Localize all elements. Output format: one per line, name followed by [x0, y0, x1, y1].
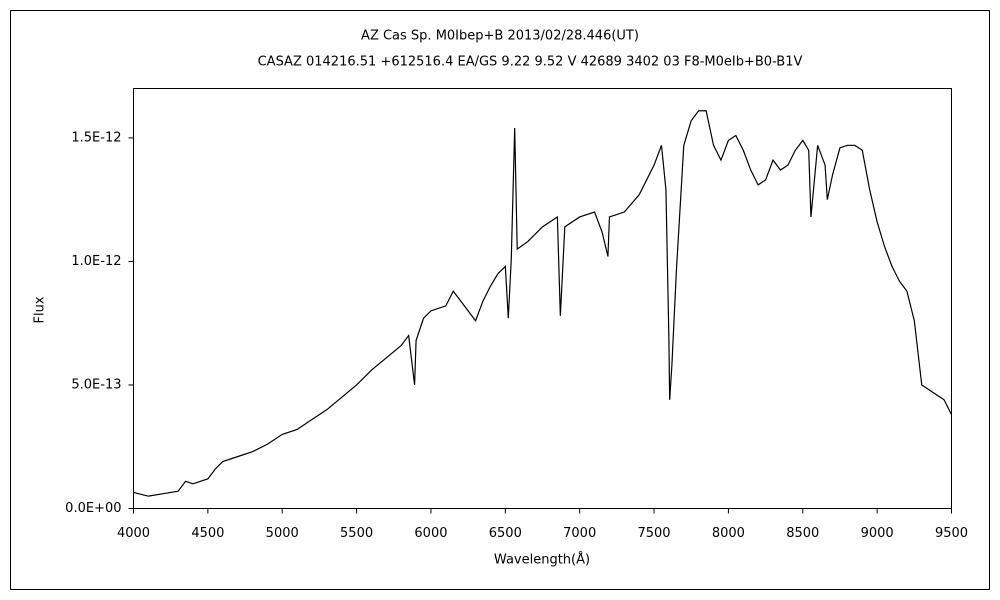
x-tick-label: 7500: [637, 526, 670, 541]
y-tick-label: 0.0E+00: [65, 501, 121, 516]
x-tick-label: 8500: [786, 526, 819, 541]
x-axis-label: Wavelength(Å): [494, 552, 590, 568]
y-tick-label: 5.0E-13: [71, 377, 121, 392]
x-tick-label: 5000: [266, 526, 299, 541]
x-tick-label: 7000: [563, 526, 596, 541]
x-tick-label: 4000: [117, 526, 150, 541]
chart-title: AZ Cas Sp. M0Ibep+B 2013/02/28.446(UT): [361, 29, 639, 44]
spectrum-line: [133, 110, 953, 497]
x-tick-label: 5500: [340, 526, 373, 541]
x-tick-label: 6000: [414, 526, 447, 541]
chart-frame: [10, 10, 990, 590]
y-tick-label: 1.0E-12: [71, 254, 121, 269]
plot-frame: [133, 88, 952, 509]
y-axis-label: Flux: [33, 296, 48, 323]
y-tick-label: 1.5E-12: [71, 130, 121, 145]
x-tick-label: 6500: [489, 526, 522, 541]
chart-subtitle: CASAZ 014216.51 +612516.4 EA/GS 9.22 9.5…: [258, 55, 803, 70]
x-tick-label: 9500: [935, 526, 968, 541]
x-tick-label: 8000: [712, 526, 745, 541]
x-tick-label: 9000: [861, 526, 894, 541]
x-tick-label: 4500: [191, 526, 224, 541]
